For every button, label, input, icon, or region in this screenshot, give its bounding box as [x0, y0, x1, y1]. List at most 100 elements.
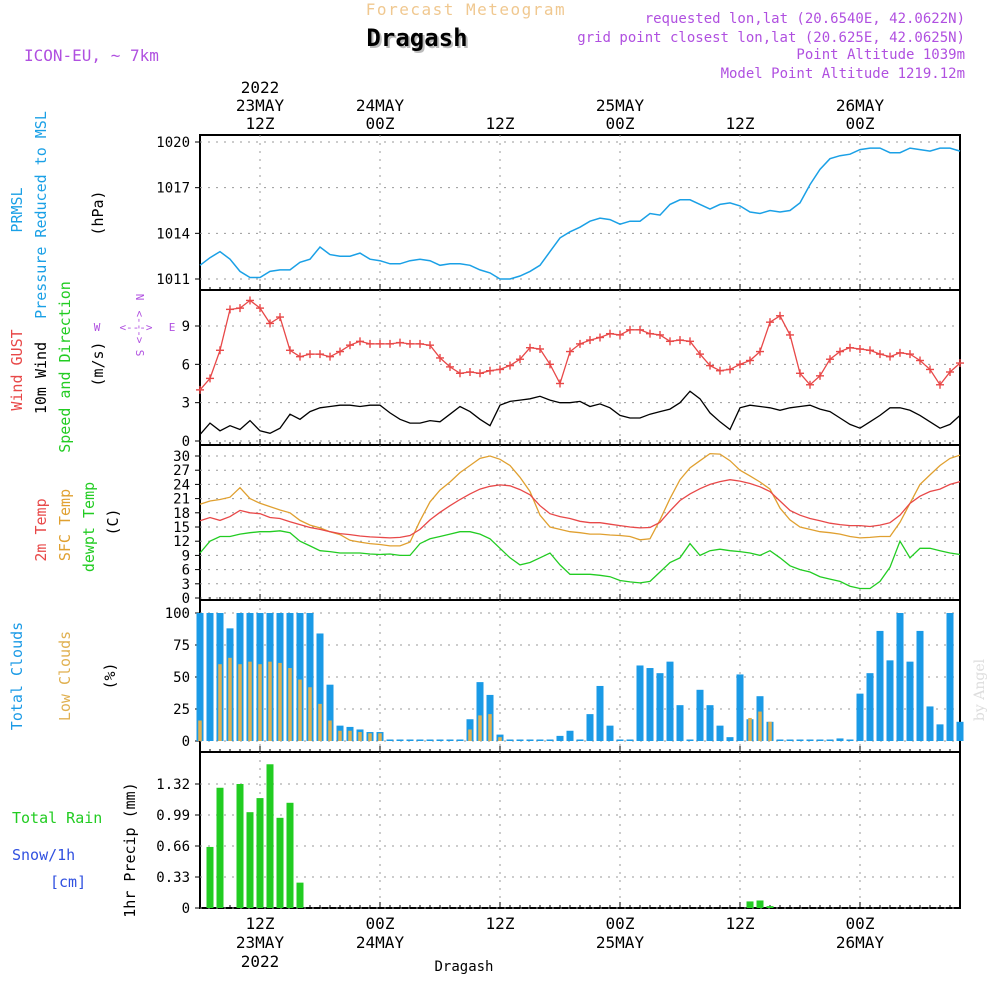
time-label: 12Z [486, 114, 515, 133]
time-label: 24MAY [356, 933, 405, 952]
panel-label: PRMSL [8, 187, 26, 232]
rain-bar [276, 817, 284, 908]
total-clouds-bar [536, 739, 544, 741]
total-clouds-bar [506, 739, 514, 741]
total-clouds-bar [736, 674, 744, 741]
time-label: 00Z [846, 114, 875, 133]
total-clouds-bar [696, 689, 704, 741]
gust-marker [816, 371, 824, 380]
gust-marker [616, 330, 624, 339]
rain-bar [236, 784, 244, 908]
gust-marker [936, 380, 944, 389]
rain-bar [766, 906, 774, 908]
gust-marker [876, 350, 884, 359]
gust-marker [256, 304, 264, 313]
total-clouds-bar [956, 721, 964, 741]
total-clouds-bar [406, 739, 414, 741]
total-clouds-bar [776, 739, 784, 741]
time-label: 00Z [606, 914, 635, 933]
gust-marker [556, 379, 564, 388]
total-clouds-bar [316, 633, 324, 741]
panel-frame [199, 599, 961, 753]
y-tick-label: 30 [173, 449, 190, 465]
total-clouds-bar [706, 705, 714, 741]
panel-label: Total Clouds [8, 622, 26, 730]
total-clouds-bar [836, 738, 844, 741]
low-clouds-bar [488, 714, 492, 741]
legend-arrow-h: <---> [119, 321, 152, 334]
gust-marker [476, 369, 484, 378]
gust-marker [956, 359, 964, 368]
total-clouds-bar [426, 739, 434, 741]
time-label: 00Z [606, 114, 635, 133]
gust-marker [806, 380, 814, 389]
total-clouds-bar [916, 630, 924, 741]
time-label: 00Z [366, 914, 395, 933]
time-label: 2022 [241, 952, 280, 971]
gust-marker [216, 346, 224, 355]
gust-marker [406, 339, 414, 348]
y-tick-label: 3 [182, 577, 190, 593]
panel-label: Pressure Reduced to MSL [32, 111, 50, 319]
legend-w: W [94, 321, 101, 334]
y-tick-label: 1020 [156, 135, 190, 151]
low-clouds-bar [248, 661, 252, 741]
time-label: 12Z [486, 914, 515, 933]
total-clouds-bar [926, 706, 934, 741]
total-clouds-bar [946, 613, 954, 741]
super-title: Forecast Meteogram [366, 0, 566, 19]
low-clouds-bar [468, 729, 472, 741]
y-tick-label: 0 [182, 734, 190, 750]
low-clouds-bar [478, 715, 482, 741]
gust-marker [716, 366, 724, 375]
y-tick-label: 18 [173, 506, 190, 522]
low-clouds-bar [268, 661, 272, 741]
total-clouds-bar [656, 673, 664, 741]
low-clouds-bar [278, 662, 282, 741]
gust-marker [536, 345, 544, 353]
total-clouds-bar [716, 725, 724, 741]
gust-marker [246, 296, 254, 305]
total-clouds-bar [416, 739, 424, 741]
total-clouds-bar [196, 613, 204, 741]
low-clouds-bar [218, 664, 222, 741]
total-clouds-bar [856, 693, 864, 741]
y-tick-label: 0 [182, 901, 190, 917]
total-clouds-bar [526, 739, 534, 741]
total-clouds-bar [616, 739, 624, 741]
gust-marker [836, 347, 844, 356]
dewpt-line [199, 530, 961, 590]
total-clouds-bar [896, 613, 904, 741]
legend-s: S [133, 350, 146, 357]
low-clouds-bar [308, 687, 312, 741]
sfc-temp-line [199, 452, 961, 547]
gust-marker [346, 341, 354, 350]
gust-marker [356, 337, 364, 346]
panel-frame [199, 751, 961, 909]
time-label: 26MAY [836, 933, 885, 952]
total-clouds-bar [386, 739, 394, 741]
side-labels: PRMSL Pressure Reduced to MSL (hPa) Wind GU… [8, 111, 139, 918]
total-clouds-bar [516, 739, 524, 741]
panel-label: dewpt Temp [80, 482, 98, 572]
panel-label: (m/s) [89, 341, 107, 386]
gust-marker [416, 339, 424, 348]
gust-marker [336, 347, 344, 356]
rain-bar [296, 882, 304, 908]
total-clouds-bar [606, 725, 614, 741]
time-label: 24MAY [356, 96, 405, 115]
rain-bar [756, 900, 764, 908]
gust-marker [466, 368, 474, 376]
low-clouds-bar [348, 730, 352, 741]
footer-location: Dragash [434, 959, 493, 975]
gust-marker [286, 346, 294, 355]
grid-point-coords: grid point closest lon,lat (20.625E, 42.… [577, 30, 965, 46]
total-clouds-bar [846, 739, 854, 741]
gust-marker [576, 339, 584, 348]
requested-coords: requested lon,lat (20.6540E, 42.0622N) [645, 11, 965, 27]
gust-marker [296, 352, 304, 361]
total-clouds-bar [596, 685, 604, 741]
